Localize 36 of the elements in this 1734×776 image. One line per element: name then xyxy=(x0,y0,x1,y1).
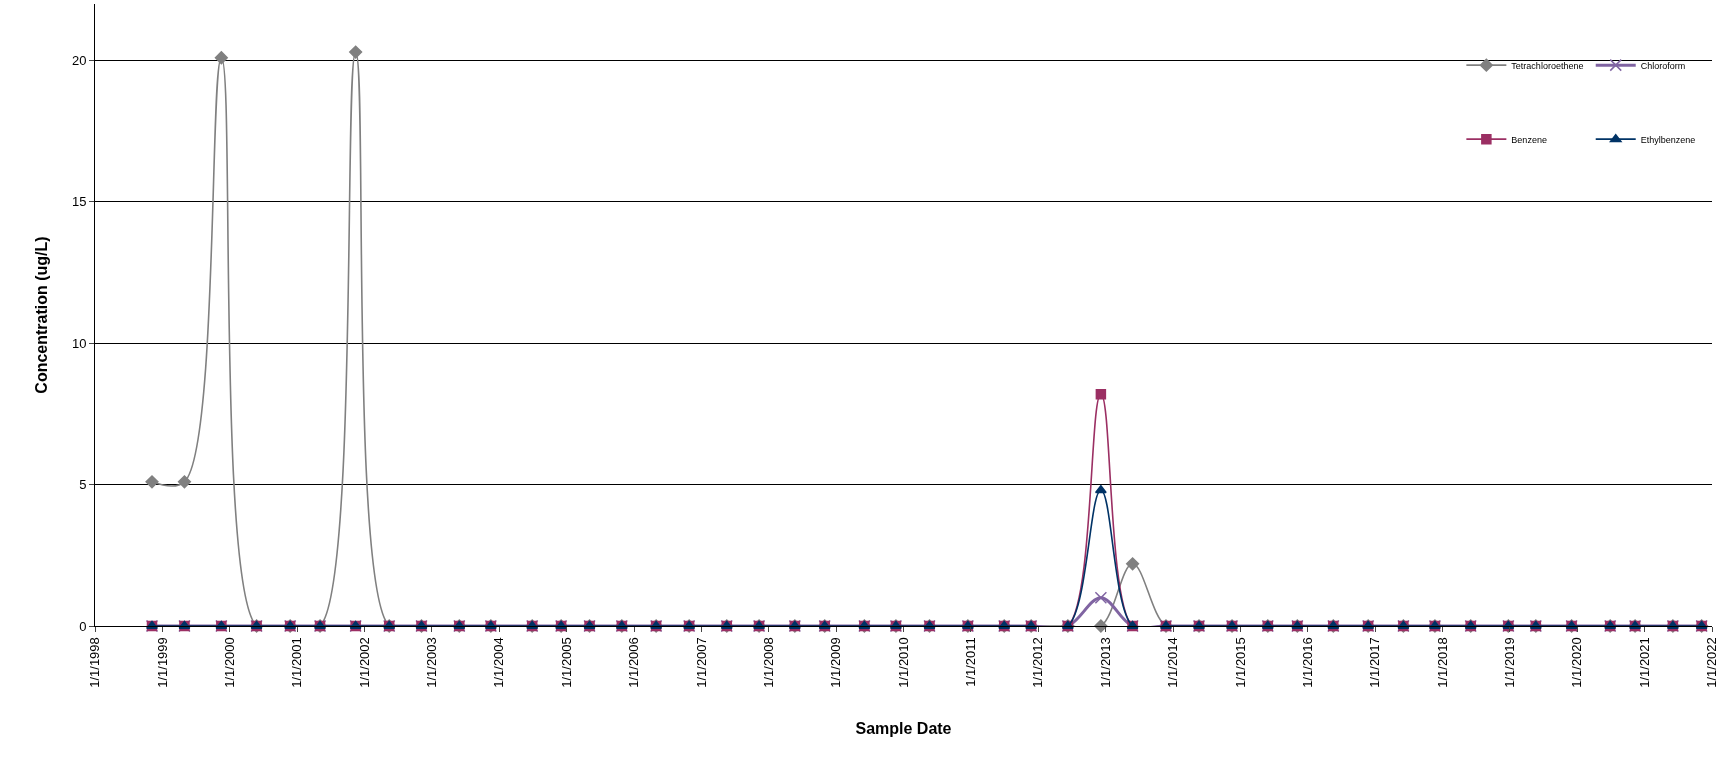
x-tick-label: 1/1/2019 xyxy=(1502,637,1518,688)
x-tick-label: 1/1/1998 xyxy=(87,637,103,688)
x-tick-label: 1/1/2014 xyxy=(1165,637,1181,688)
x-tick-label: 1/1/2005 xyxy=(558,637,574,688)
x-tick-label: 1/1/2006 xyxy=(626,637,642,688)
x-tick-label: 1/1/2018 xyxy=(1434,637,1450,688)
x-tick-label: 1/1/1999 xyxy=(154,637,170,688)
x-tick-label: 1/1/2007 xyxy=(693,637,709,688)
x-tick-label: 1/1/2010 xyxy=(895,637,911,688)
y-tick-label: 10 xyxy=(71,335,87,351)
x-tick-label: 1/1/2016 xyxy=(1299,637,1315,688)
y-axis-title: Concentration (ug/L) xyxy=(32,236,50,394)
x-tick-label: 1/1/2020 xyxy=(1569,637,1585,688)
x-tick-label: 1/1/2003 xyxy=(424,637,440,688)
x-axis-title: Sample Date xyxy=(855,719,952,737)
y-tick-label: 15 xyxy=(71,194,87,210)
legend-label: Chloroform xyxy=(1640,60,1686,71)
x-tick-label: 1/1/2000 xyxy=(221,637,237,688)
x-tick-label: 1/1/2009 xyxy=(828,637,844,688)
x-tick-label: 1/1/2004 xyxy=(491,637,507,688)
x-tick-label: 1/1/2013 xyxy=(1097,637,1113,688)
x-tick-label: 1/1/2002 xyxy=(356,637,372,688)
x-tick-label: 1/1/2015 xyxy=(1232,637,1248,688)
legend-label: Ethylbenzene xyxy=(1640,134,1696,145)
x-tick-label: 1/1/2011 xyxy=(963,637,979,687)
x-tick-label: 1/1/2021 xyxy=(1636,637,1652,688)
x-tick-label: 1/1/2008 xyxy=(760,637,776,688)
x-tick-label: 1/1/2001 xyxy=(289,637,305,688)
x-tick-label: 1/1/2012 xyxy=(1030,637,1046,688)
y-tick-label: 20 xyxy=(71,53,87,69)
legend-label: Benzene xyxy=(1511,134,1547,145)
y-tick-label: 0 xyxy=(79,618,87,634)
x-tick-label: 1/1/2022 xyxy=(1704,637,1720,688)
legend-label: Tetrachloroethene xyxy=(1511,60,1584,71)
y-tick-label: 5 xyxy=(79,477,87,493)
x-tick-label: 1/1/2017 xyxy=(1367,637,1383,688)
